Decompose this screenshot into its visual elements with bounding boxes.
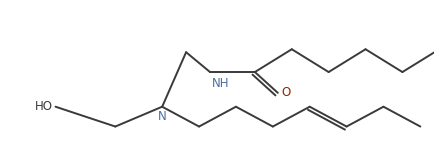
Text: HO: HO bbox=[34, 100, 53, 113]
Text: O: O bbox=[281, 86, 290, 99]
Text: NH: NH bbox=[211, 77, 229, 90]
Text: N: N bbox=[158, 110, 166, 123]
